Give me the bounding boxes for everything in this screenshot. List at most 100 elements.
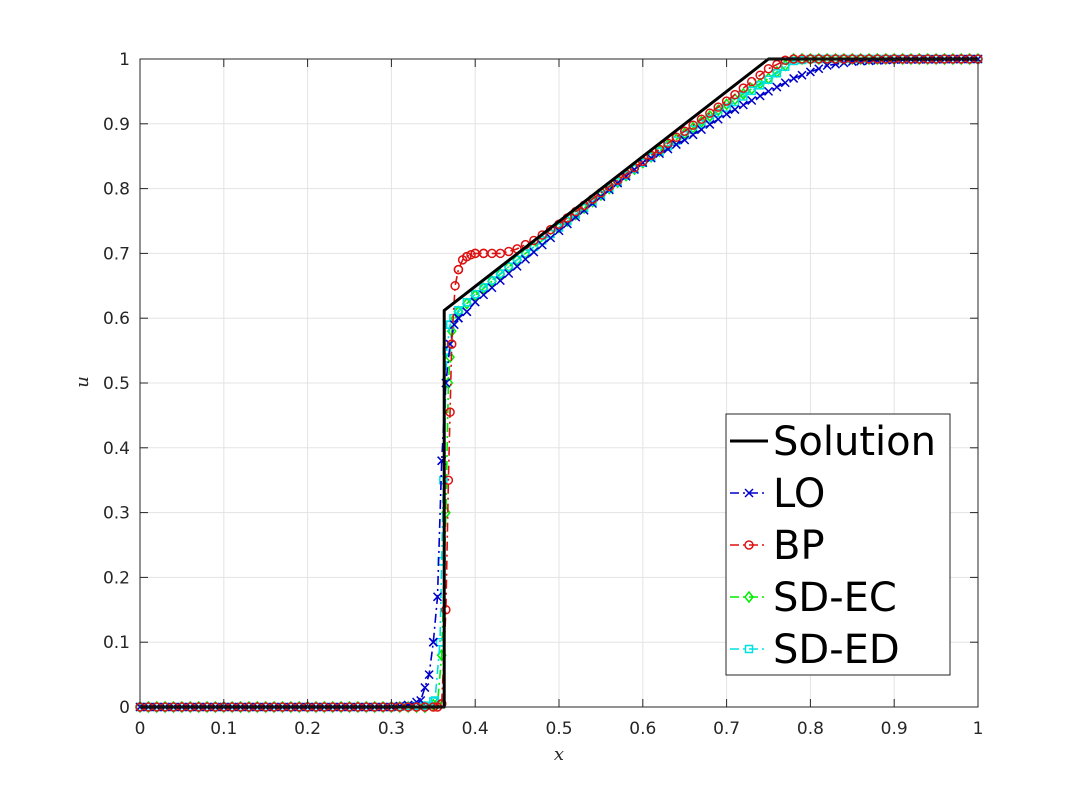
y-tick-label: 0.2 — [103, 568, 130, 588]
y-tick-label: 0.3 — [103, 504, 130, 524]
data-point — [453, 305, 464, 318]
data-point — [445, 350, 456, 364]
data-point — [713, 114, 723, 124]
data-point — [529, 247, 539, 257]
data-point — [503, 260, 514, 274]
legend-label: SD-EC — [773, 575, 897, 621]
data-point — [772, 59, 782, 70]
data-point — [441, 605, 451, 615]
data-point — [739, 92, 748, 101]
data-point — [688, 130, 698, 140]
data-point — [478, 248, 489, 259]
data-point — [449, 320, 459, 330]
data-point — [780, 78, 790, 88]
data-point — [466, 249, 476, 260]
data-point — [730, 89, 740, 100]
data-point — [479, 283, 488, 292]
data-point — [445, 339, 455, 349]
y-axis-label: u — [72, 376, 93, 388]
legend-marker — [744, 540, 754, 550]
data-point — [546, 233, 556, 243]
y-tick-label: 0.7 — [103, 244, 130, 264]
legend-label: LO — [773, 471, 825, 517]
data-point — [504, 262, 513, 271]
data-point — [432, 592, 443, 602]
data-point — [671, 140, 681, 150]
legend-item: Solution — [730, 419, 936, 465]
data-point — [470, 297, 480, 307]
data-point — [705, 119, 715, 129]
data-point — [503, 246, 514, 257]
data-point — [646, 153, 656, 163]
data-point — [688, 120, 698, 130]
data-point — [445, 407, 455, 417]
data-point — [813, 52, 824, 66]
legend-label: SD-ED — [773, 627, 900, 673]
y-tick-label: 0 — [119, 698, 130, 718]
data-point — [470, 289, 481, 302]
legend-item: SD-EC — [730, 575, 897, 621]
x-tick-label: 1 — [973, 719, 984, 739]
y-tick-label: 0.8 — [103, 180, 130, 200]
x-tick-label: 0.5 — [545, 719, 572, 739]
x-tick-label: 0.1 — [210, 719, 237, 739]
data-point — [755, 91, 765, 101]
data-point — [512, 255, 522, 265]
data-point — [838, 52, 849, 66]
legend-item: BP — [730, 523, 825, 569]
data-point — [696, 114, 707, 124]
data-point — [450, 281, 460, 291]
x-axis-label: x — [554, 744, 564, 765]
data-point — [671, 132, 682, 143]
data-point — [755, 81, 765, 90]
legend-marker — [744, 488, 754, 498]
data-point — [688, 125, 698, 134]
data-point — [394, 700, 405, 714]
data-point — [461, 297, 472, 310]
data-point — [529, 242, 539, 252]
data-point — [705, 108, 715, 118]
data-point — [453, 264, 464, 275]
y-tick-label: 0.4 — [103, 439, 130, 459]
data-point — [454, 306, 463, 315]
data-point — [772, 69, 782, 78]
data-point — [470, 289, 480, 299]
data-point — [512, 253, 523, 267]
data-point — [772, 82, 782, 92]
legend: Solution LO BP SD-EC SD-ED — [725, 413, 951, 676]
data-point — [730, 105, 740, 115]
x-tick-label: 0.2 — [294, 719, 321, 739]
data-point — [747, 86, 756, 96]
data-point — [487, 276, 497, 285]
ticks: 0 0.1 0.2 0.3 0.4 0.5 0.6 0.7 0.8 0.9 1 0 0.1 0.2 0.3 0… — [103, 50, 983, 739]
data-point — [789, 73, 799, 83]
data-point — [424, 670, 434, 680]
data-point — [403, 700, 414, 714]
legend-item: SD-ED — [730, 627, 900, 673]
data-point — [763, 86, 774, 96]
data-point — [722, 109, 732, 119]
legend-label: Solution — [773, 419, 936, 465]
data-point — [704, 109, 715, 123]
x-tick-label: 0.7 — [713, 719, 740, 739]
data-point — [613, 178, 623, 188]
data-point — [453, 313, 463, 323]
x-tick-label: 0.3 — [378, 719, 405, 739]
data-point — [705, 114, 715, 123]
y-tick-label: 0.5 — [103, 374, 130, 394]
x-tick-label: 0 — [135, 719, 146, 739]
data-point — [419, 700, 430, 714]
data-point — [713, 108, 723, 118]
data-point — [764, 75, 773, 84]
data-point — [747, 95, 757, 106]
legend-label: BP — [773, 523, 825, 569]
data-point — [520, 254, 531, 264]
data-point — [420, 683, 430, 693]
y-tick-label: 1 — [119, 50, 130, 70]
data-point — [738, 100, 748, 110]
data-point — [755, 70, 765, 80]
data-point — [663, 138, 673, 149]
data-point — [487, 283, 497, 293]
data-point — [822, 52, 833, 66]
